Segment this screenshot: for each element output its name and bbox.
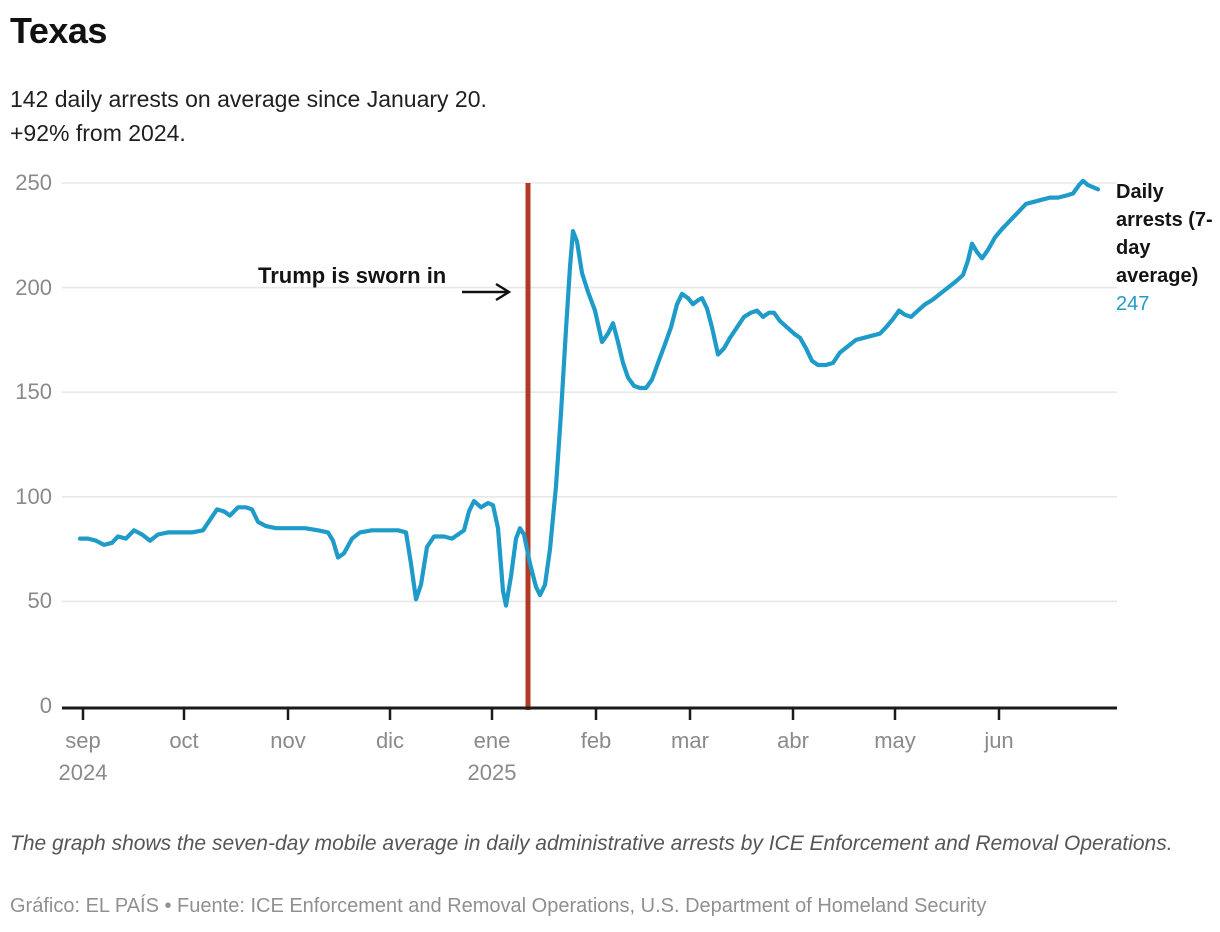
y-tick-label: 50 bbox=[27, 588, 52, 614]
series-name: Daily arrests (7-day average) bbox=[1116, 181, 1213, 287]
chart-credits: Gráfico: EL PAÍS • Fuente: ICE Enforceme… bbox=[10, 895, 987, 917]
event-annotation: Trump is sworn in bbox=[258, 263, 447, 288]
x-tick-label: sep bbox=[65, 728, 101, 753]
series-label: Daily arrests (7-day average) 247 bbox=[1116, 178, 1218, 318]
x-tick-label: oct bbox=[169, 728, 199, 753]
x-tick-label: feb bbox=[580, 728, 612, 753]
y-tick-label: 150 bbox=[15, 379, 52, 405]
x-tick-label: nov bbox=[270, 728, 306, 753]
x-tick-year-label: 2025 bbox=[467, 760, 517, 785]
chart-footnote: The graph shows the seven-day mobile ave… bbox=[10, 832, 1173, 855]
series-last-value: 247 bbox=[1116, 293, 1150, 315]
y-tick-label: 200 bbox=[15, 274, 52, 300]
x-tick-label: mar bbox=[671, 728, 709, 753]
x-tick-label: dic bbox=[375, 728, 405, 753]
x-tick-label: abr bbox=[777, 728, 809, 753]
y-tick-label: 250 bbox=[15, 170, 52, 195]
x-tick-year-label: 2024 bbox=[58, 760, 108, 785]
page-title: Texas bbox=[10, 10, 107, 51]
subtitle-line-1: 142 daily arrests on average since Janua… bbox=[10, 86, 487, 112]
x-tick-label: may bbox=[874, 728, 916, 753]
x-tick-label: ene bbox=[473, 728, 511, 753]
subtitle-line-2: +92% from 2024. bbox=[10, 120, 186, 146]
data-line bbox=[77, 178, 1101, 608]
y-tick-label: 0 bbox=[39, 693, 52, 718]
y-tick-label: 100 bbox=[15, 483, 52, 509]
arrow-icon bbox=[462, 282, 512, 302]
x-tick-label: jun bbox=[984, 728, 1014, 753]
chart-subtitle: 142 daily arrests on average since Janua… bbox=[10, 82, 487, 150]
